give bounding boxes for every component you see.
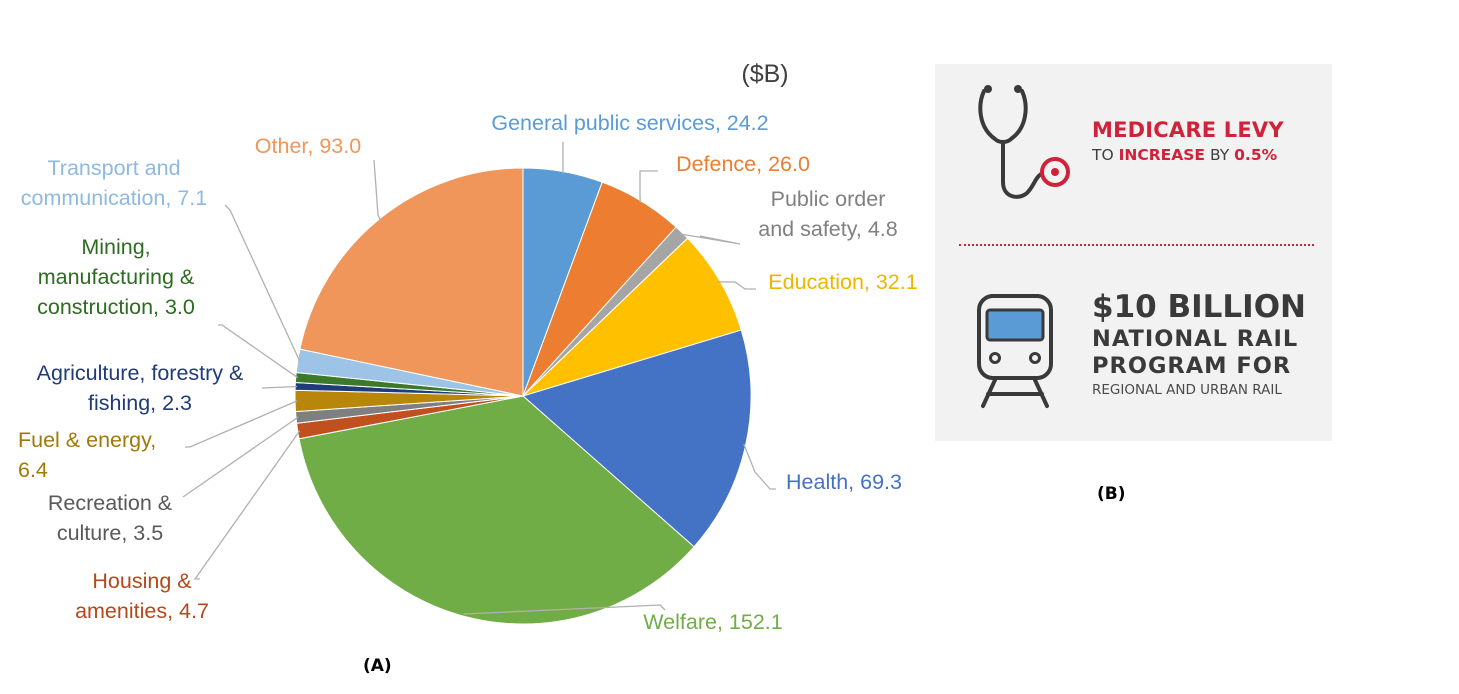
pie-chart: General public services, 24.2 Defence, 26… bbox=[18, 60, 918, 634]
rail-line-3: PROGRAM FOR bbox=[1092, 353, 1292, 379]
slice-label: Public order and safety, 4.8 bbox=[758, 187, 897, 241]
slice-label: Mining, manufacturing & construction, 3.0 bbox=[37, 235, 195, 319]
leader-line bbox=[373, 159, 382, 221]
figure-label-a: (A) bbox=[363, 656, 392, 676]
leader-line bbox=[224, 204, 301, 362]
unit-label: ($B) bbox=[741, 60, 788, 88]
train-icon bbox=[977, 294, 1053, 408]
rail-heading: $10 BILLION bbox=[1092, 289, 1307, 325]
figure-label-b: (B) bbox=[1097, 484, 1126, 504]
slice-label: Agriculture, forestry & fishing, 2.3 bbox=[37, 361, 244, 415]
medicare-heading: MEDICARE LEVY bbox=[1092, 118, 1284, 142]
leader-line bbox=[193, 430, 301, 580]
slice-label: Housing & amenities, 4.7 bbox=[75, 569, 209, 623]
budget-highlights-panel: MEDICARE LEVY TO INCREASE BY 0.5% $10 BI… bbox=[935, 64, 1332, 441]
slice-label: Defence, 26.0 bbox=[676, 152, 810, 176]
pie-slice-welfare bbox=[298, 395, 695, 625]
slice-label: Health, 69.3 bbox=[786, 470, 902, 494]
leader-line bbox=[743, 443, 776, 490]
leader-lines bbox=[182, 142, 776, 615]
leader-line bbox=[639, 170, 658, 203]
pie-slice-health bbox=[521, 329, 752, 548]
leader-line bbox=[680, 233, 741, 245]
stethoscope-icon bbox=[978, 85, 1070, 199]
rail-line-2: NATIONAL RAIL bbox=[1092, 326, 1299, 352]
leader-line bbox=[182, 416, 299, 498]
slice-label: General public services, 24.2 bbox=[491, 111, 768, 135]
leader-line bbox=[463, 604, 666, 615]
slice-label: Welfare, 152.1 bbox=[643, 610, 782, 634]
slice-labels: General public services, 24.2 Defence, 26… bbox=[18, 111, 918, 634]
leader-line bbox=[185, 400, 298, 448]
pie-slices bbox=[294, 167, 752, 625]
rail-line-4: REGIONAL AND URBAN RAIL bbox=[1092, 382, 1282, 398]
slice-label: Recreation & culture, 3.5 bbox=[48, 491, 172, 545]
pie-slice-education bbox=[522, 237, 742, 397]
medicare-to: TO bbox=[1092, 146, 1114, 164]
medicare-increase: INCREASE bbox=[1118, 146, 1205, 164]
slice-label: Fuel & energy, 6.4 bbox=[18, 428, 156, 482]
slice-label: Transport and communication, 7.1 bbox=[21, 156, 207, 210]
slice-label: Other, 93.0 bbox=[255, 134, 361, 158]
medicare-by: BY bbox=[1209, 146, 1230, 164]
medicare-subheading: TO INCREASE BY 0.5% bbox=[1092, 146, 1277, 164]
leader-line bbox=[261, 385, 298, 389]
dotted-divider bbox=[959, 244, 1314, 246]
slice-label: Education, 32.1 bbox=[768, 270, 917, 294]
leader-line bbox=[218, 324, 299, 379]
leader-line bbox=[718, 281, 756, 290]
medicare-percent: 0.5% bbox=[1234, 146, 1278, 164]
